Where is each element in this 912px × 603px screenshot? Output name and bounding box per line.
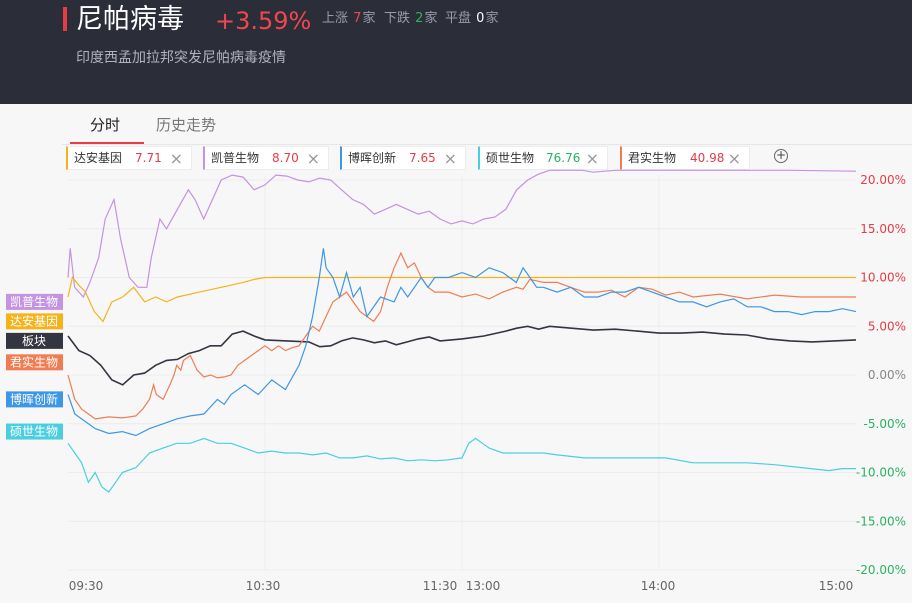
legend-label: 板块 [22,334,46,348]
x-tick-label: 10:30 [246,579,281,593]
stock-chip-name: 凯普生物 [211,151,260,165]
legend-label-bg [6,293,63,310]
x-tick-label: 13:00 [466,579,501,593]
change-percent: +3.59% [215,7,312,35]
flat-count: 0 [476,11,485,26]
legend-label-bg [6,391,63,408]
stock-chip-kaipu[interactable]: 凯普生物 8.70 × [203,146,329,170]
stock-chip-name: 达安基因 [74,151,123,165]
legend-label: 硕世生物 [10,425,58,439]
x-tick-label: 15:00 [819,579,854,593]
stock-chip-price: 76.76 [546,151,581,165]
legend-label: 凯普生物 [10,295,58,309]
stock-chip-name: 君实生物 [628,151,677,165]
y-tick-label: 5.00% [868,319,906,333]
close-icon[interactable]: × [585,149,599,168]
down-label: 下跌 [384,11,411,26]
legend-label-bg [6,423,63,440]
header: 尼帕病毒 +3.59% 上涨 7家 下跌 2家 平盘 0家 印度西孟加拉邦突发尼… [0,0,912,104]
series-line [67,169,857,299]
stock-chip-daan[interactable]: 达安基因 7.71 × [66,146,192,170]
tab-intraday[interactable]: 分时 [90,116,121,134]
y-tick-label: 15.00% [860,222,906,236]
up-count-stat: 上涨 7家 [322,10,375,28]
stock-chip-junshi[interactable]: 君实生物 40.98 × [620,146,750,170]
title-accent-bar [63,7,67,31]
plus-circle-icon[interactable]: + [774,148,788,163]
series-line [67,325,857,386]
down-count: 2 [415,11,424,26]
page-subtitle: 印度西孟加拉邦突发尼帕病毒疫情 [76,50,286,66]
down-unit: 家 [424,11,438,26]
stock-chip-price: 40.98 [690,151,725,165]
legend-label: 博晖创新 [10,391,58,406]
y-tick-label: -20.00% [856,563,906,577]
legend-label: 达安基因 [10,313,58,328]
stock-chip-bohui[interactable]: 博晖创新 7.65 × [340,146,466,170]
page-title: 尼帕病毒 [76,4,184,35]
y-tick-label: 20.00% [860,173,906,187]
close-icon[interactable]: × [727,149,741,168]
y-tick-label: -15.00% [856,514,906,528]
flat-unit: 家 [485,11,499,26]
legend-label: 君实生物 [10,354,58,369]
series-line [67,248,857,437]
close-icon[interactable]: × [443,149,457,168]
tabs-divider [62,144,912,145]
x-tick-label: 14:00 [641,579,676,593]
active-tab-underline [70,142,144,144]
y-tick-label: 0.00% [868,368,906,382]
close-icon[interactable]: × [169,149,183,168]
x-tick-label: 11:30 [423,579,458,593]
stock-chip-price: 7.65 [409,151,436,165]
tab-history[interactable]: 历史走势 [156,116,217,134]
legend-label-bg [6,313,63,330]
series-line [67,437,856,493]
stock-chip-name: 博晖创新 [348,151,397,165]
down-count-stat: 下跌 2家 [384,10,437,28]
stock-chip-price: 8.70 [272,151,299,165]
x-tick-label: 09:30 [69,579,104,593]
flat-label: 平盘 [445,11,472,26]
stock-chip-name: 硕世生物 [486,151,535,165]
series-line [67,276,856,323]
close-icon[interactable]: × [306,149,320,168]
stock-chip-price: 7.71 [135,151,162,165]
y-tick-label: -5.00% [864,417,906,431]
y-tick-label: -10.00% [856,466,906,480]
legend-label-bg [6,332,63,349]
legend-label-bg [6,354,63,371]
up-count: 7 [353,11,362,26]
flat-count-stat: 平盘 0家 [445,10,498,28]
up-unit: 家 [362,11,376,26]
up-label: 上涨 [322,11,349,26]
stock-chip-shuoshi[interactable]: 硕世生物 76.76 × [478,146,608,170]
y-tick-label: 10.00% [860,271,906,285]
